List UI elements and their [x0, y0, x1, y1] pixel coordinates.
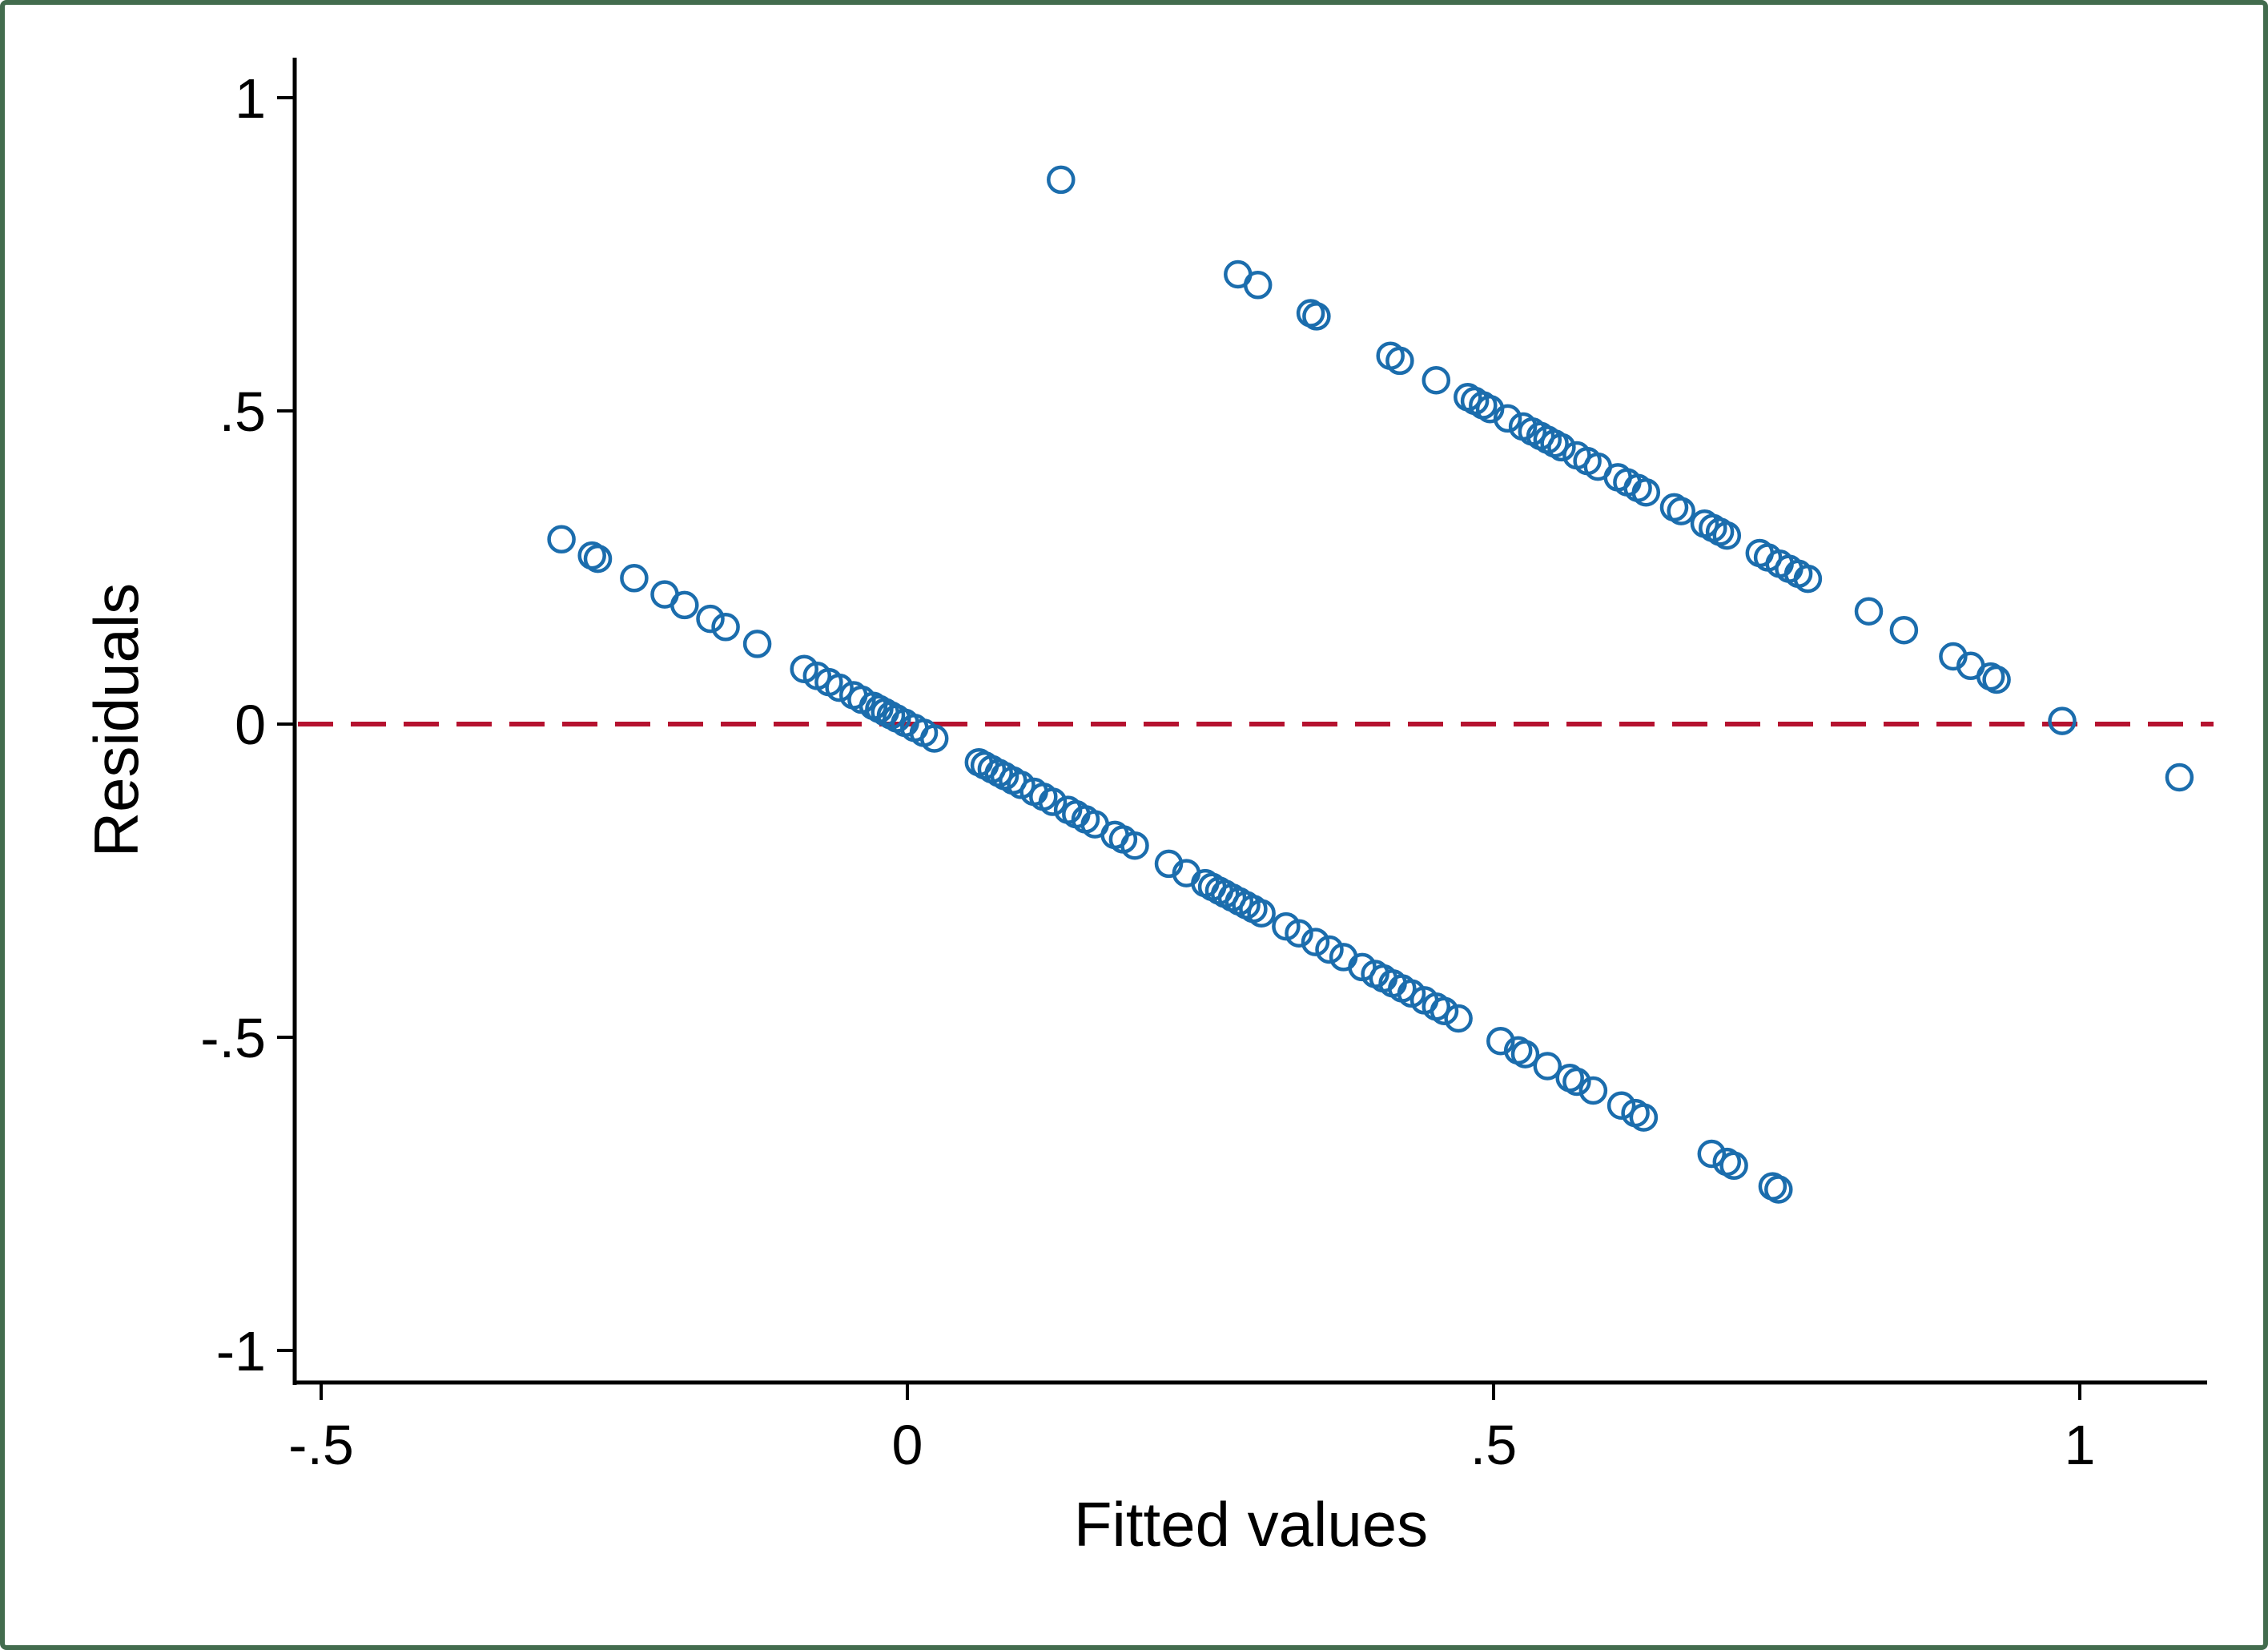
scatter-point — [1385, 346, 1414, 376]
scatter-point — [1243, 271, 1273, 300]
scatter-point — [583, 544, 613, 573]
scatter-point — [696, 604, 725, 634]
x-tick-label: 0 — [892, 1414, 923, 1476]
y-tick-label: -1 — [216, 1320, 266, 1382]
y-tick-label: -.5 — [200, 1007, 266, 1069]
scatter-point — [1982, 665, 2011, 694]
scatter-point — [547, 525, 576, 554]
scatter-point — [1038, 787, 1068, 816]
x-tick-label: -.5 — [288, 1414, 354, 1476]
x-axis-title: Fitted values — [1074, 1489, 1428, 1559]
x-tick-label: .5 — [1470, 1414, 1517, 1476]
scatter-point — [1285, 919, 1313, 948]
y-tick-label: 1 — [235, 67, 266, 130]
y-tick-label: 0 — [235, 694, 266, 756]
scatter-point — [1047, 165, 1076, 195]
scatter-point — [2048, 706, 2077, 735]
scatter-point — [1301, 928, 1330, 956]
scatter-point — [1562, 1067, 1591, 1097]
scatter-points — [547, 165, 2194, 1204]
scatter-point — [1712, 521, 1742, 550]
scatter-point — [1247, 899, 1276, 928]
scatter-point — [1578, 1076, 1608, 1105]
scatter-point — [1697, 1139, 1727, 1169]
scatter-point — [919, 724, 949, 753]
scatter-point — [1629, 1103, 1659, 1132]
scatter-point — [1422, 365, 1451, 395]
y-axis-title: Residuals — [81, 583, 151, 858]
scatter-point — [1315, 935, 1344, 964]
scatter-point — [1430, 996, 1459, 1025]
scatter-point — [1764, 1175, 1793, 1204]
scatter-point — [1547, 433, 1576, 462]
scatter-point — [742, 630, 772, 658]
scatter-point — [1120, 831, 1149, 860]
y-axis-ticks: 1 .5 0 -.5 -1 — [200, 67, 295, 1382]
scatter-point — [1889, 615, 1919, 645]
scatter-point — [620, 564, 649, 593]
scatter-point — [711, 613, 740, 642]
scatter-point — [1533, 1052, 1562, 1081]
scatter-point — [1719, 1151, 1748, 1181]
x-tick-label: 1 — [2065, 1414, 2096, 1476]
scatter-point — [1631, 477, 1661, 507]
scatter-point — [1667, 497, 1695, 525]
scatter-point — [2165, 763, 2194, 792]
scatter-point — [1854, 597, 1884, 626]
scatter-point — [825, 673, 854, 702]
scatter-point — [1302, 302, 1331, 331]
scatter-point — [1793, 564, 1823, 594]
x-axis-ticks: -.5 0 .5 1 — [288, 1382, 2095, 1476]
scatter-point — [670, 590, 699, 620]
scatter-point — [1444, 1004, 1473, 1033]
y-tick-label: .5 — [219, 380, 266, 443]
scatter-point — [1510, 1040, 1540, 1068]
scatter-plot: 1 .5 0 -.5 -1 -.5 0 .5 1 Residuals Fitted value… — [81, 58, 2214, 1559]
scatter-point — [1606, 1091, 1636, 1120]
scatter-point — [1493, 404, 1522, 433]
